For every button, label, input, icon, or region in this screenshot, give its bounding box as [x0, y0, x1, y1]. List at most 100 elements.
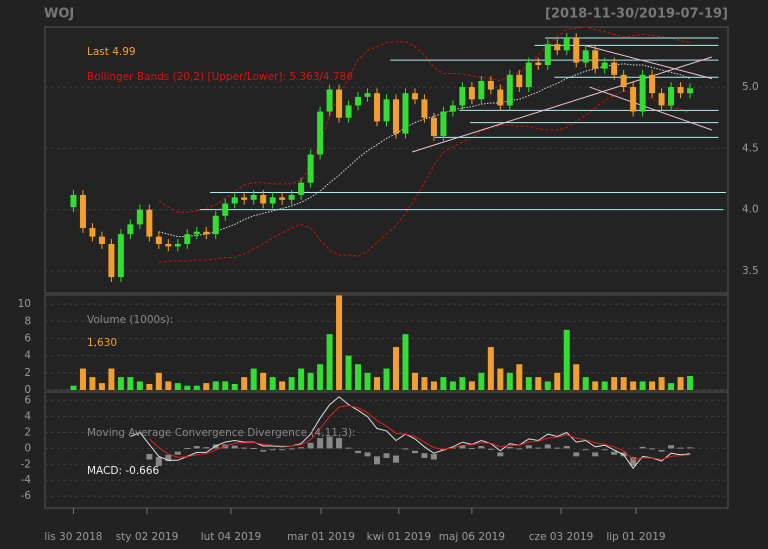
- volume-bar: [279, 381, 286, 390]
- candle-body: [288, 194, 295, 200]
- volume-bar: [383, 368, 390, 390]
- volume-bar: [592, 381, 599, 390]
- volume-bar: [487, 347, 494, 390]
- candle-body: [146, 209, 153, 237]
- volume-bar: [392, 347, 399, 390]
- y-tick-label: 10: [18, 298, 31, 310]
- volume-bar: [687, 375, 694, 390]
- x-tick-label: lut 04 2019: [201, 531, 261, 543]
- candle-body: [525, 62, 532, 88]
- macd-histogram: [298, 447, 305, 449]
- volume-bar: [146, 383, 153, 390]
- macd-histogram: [184, 448, 191, 450]
- volume-bar: [108, 368, 115, 390]
- candle-body: [184, 234, 191, 244]
- x-tick-label: lis 30 2018: [44, 531, 102, 543]
- x-tick-label: cze 03 2019: [529, 531, 594, 543]
- macd-histogram: [279, 449, 286, 451]
- candle-body: [174, 243, 181, 247]
- macd-panel: [44, 391, 729, 509]
- candle-body: [231, 197, 238, 204]
- macd-histogram: [345, 447, 352, 449]
- candle-body: [487, 80, 494, 90]
- macd-histogram: [573, 452, 580, 457]
- volume-bar: [288, 377, 295, 390]
- macd-histogram: [364, 452, 371, 457]
- volume-bar: [174, 383, 181, 390]
- volume-bar: [260, 372, 267, 390]
- candle-body: [658, 93, 665, 106]
- y-tick-label: 3.5: [742, 265, 759, 277]
- y-tick-label: 4.5: [742, 142, 759, 154]
- candle-body: [374, 93, 381, 122]
- macd-histogram: [687, 447, 694, 449]
- macd-histogram: [649, 448, 656, 450]
- candle-body: [402, 93, 409, 134]
- volume-bar: [298, 368, 305, 390]
- candle-body: [430, 117, 437, 137]
- candle-body: [468, 87, 475, 100]
- candle-body: [383, 99, 390, 122]
- candle-body: [592, 50, 599, 69]
- candle-body: [411, 93, 418, 100]
- candle-body: [165, 243, 172, 247]
- macd-histogram: [668, 445, 675, 449]
- macd-histogram: [516, 448, 523, 450]
- macd-histogram: [307, 442, 314, 449]
- y-tick-label: 8: [24, 315, 31, 327]
- volume-bar: [374, 377, 381, 390]
- macd-histogram: [203, 447, 210, 449]
- volume-bar: [250, 368, 257, 390]
- macd-histogram: [392, 455, 399, 463]
- volume-bar: [336, 295, 343, 390]
- candle-body: [421, 99, 428, 118]
- macd-histogram: [146, 453, 153, 460]
- volume-bar: [222, 381, 229, 390]
- macd-histogram: [174, 451, 181, 455]
- macd-histogram: [535, 447, 542, 449]
- candle-body: [345, 105, 352, 118]
- volume-bar: [658, 377, 665, 390]
- macd-label: MACD: -0.666: [87, 465, 160, 477]
- volume-bar: [649, 381, 656, 390]
- x-tick-label: kwi 01 2019: [367, 531, 431, 543]
- volume-last-label: 1,630: [87, 337, 117, 349]
- volume-bar: [478, 372, 485, 390]
- macd-histogram: [421, 453, 428, 458]
- candle-body: [98, 236, 105, 244]
- macd-histogram: [402, 448, 409, 450]
- volume-bar: [241, 377, 248, 390]
- volume-title: Volume (1000s):: [87, 314, 173, 326]
- macd-histogram: [241, 447, 248, 449]
- candle-body: [516, 74, 523, 88]
- volume-bar: [364, 372, 371, 390]
- volume-bar: [117, 377, 124, 390]
- macd-histogram: [592, 452, 599, 457]
- macd-histogram: [601, 449, 608, 451]
- y-tick-label: 0: [24, 442, 31, 454]
- volume-bar: [668, 383, 675, 390]
- macd-histogram: [630, 457, 637, 466]
- y-tick-label: 6: [24, 332, 31, 344]
- volume-bar: [127, 377, 134, 390]
- x-tick-label: sty 02 2019: [116, 531, 179, 543]
- price-panel: [44, 26, 729, 294]
- candle-body: [222, 203, 229, 216]
- volume-bar: [317, 364, 324, 390]
- candle-body: [117, 234, 124, 278]
- volume-bar: [468, 381, 475, 390]
- candle-body: [535, 62, 542, 65]
- candle-body: [136, 209, 143, 225]
- macd-title: Moving Average Convergence Divergence (4…: [87, 427, 356, 439]
- candle-body: [269, 197, 276, 204]
- candle-body: [478, 80, 485, 100]
- volume-bar: [573, 364, 580, 390]
- candle-body: [212, 215, 219, 235]
- volume-bar: [639, 381, 646, 390]
- volume-bar: [582, 377, 589, 390]
- candle-body: [355, 96, 362, 106]
- macd-histogram: [544, 444, 551, 449]
- macd-histogram: [506, 446, 513, 449]
- macd-line: [130, 396, 691, 470]
